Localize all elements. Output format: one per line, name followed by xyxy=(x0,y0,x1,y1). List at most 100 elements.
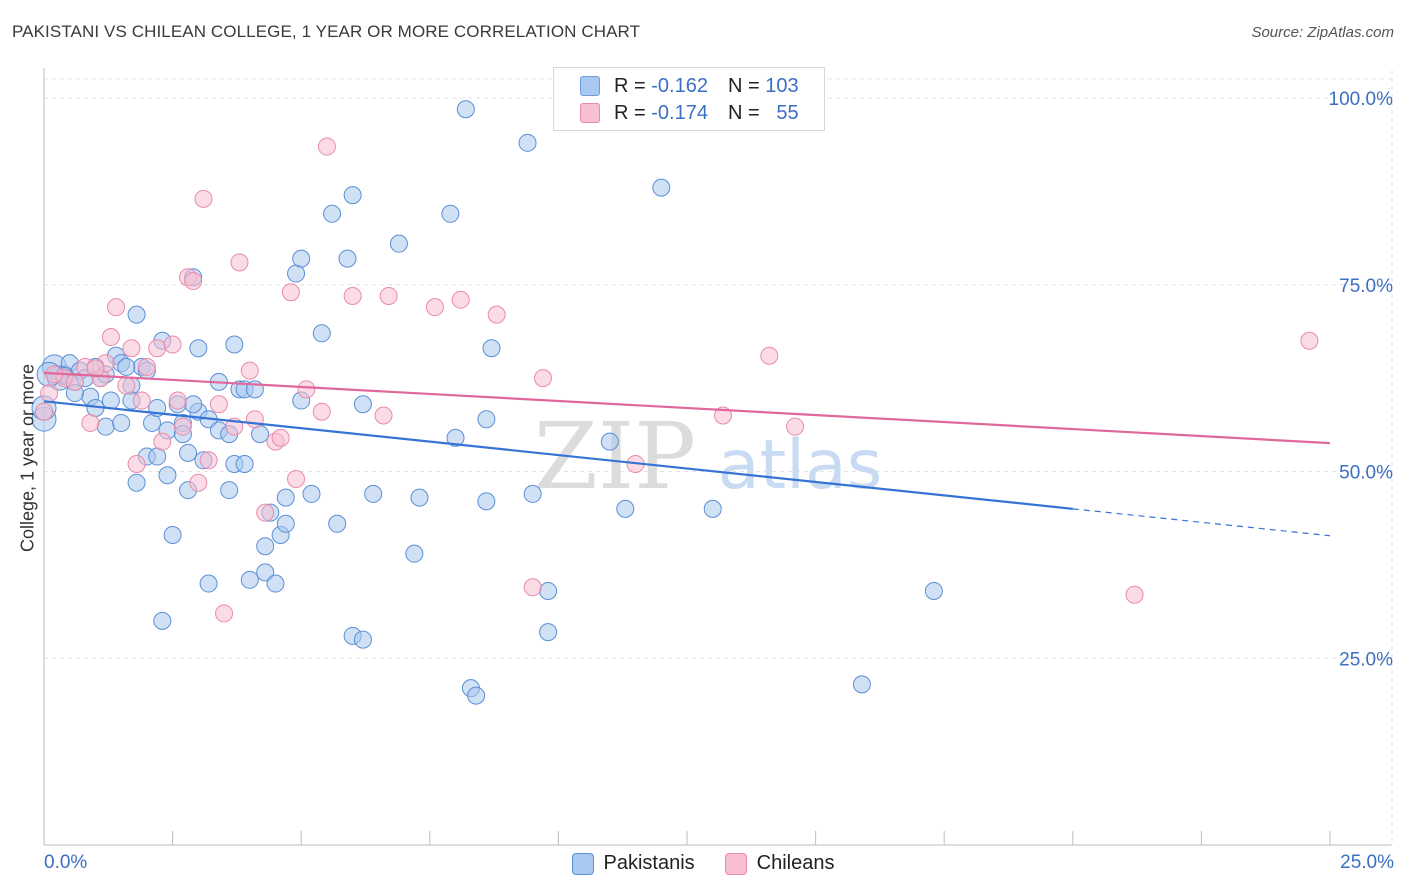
legend-r-label: R = xyxy=(614,101,646,124)
point-chileans xyxy=(297,380,316,399)
point-pakistanis xyxy=(652,178,671,197)
trend-line-pakistanis xyxy=(43,400,1073,510)
point-chileans xyxy=(189,473,208,492)
point-pakistanis xyxy=(112,413,131,432)
point-pakistanis xyxy=(477,410,496,429)
point-chileans xyxy=(1300,331,1319,350)
chart-title: PAKISTANI VS CHILEAN COLLEGE, 1 YEAR OR … xyxy=(12,22,641,41)
point-pakistanis xyxy=(441,204,460,223)
point-pakistanis xyxy=(389,234,408,253)
point-chileans xyxy=(533,369,552,388)
point-pakistanis xyxy=(616,499,635,518)
point-pakistanis xyxy=(256,563,275,582)
point-chileans xyxy=(487,305,506,324)
point-pakistanis xyxy=(184,395,203,414)
trend-lines xyxy=(43,371,1331,537)
point-chileans xyxy=(107,298,126,317)
point-chileans xyxy=(343,286,362,305)
point-chileans xyxy=(127,455,146,474)
legend-swatch-pakistanis xyxy=(580,76,600,96)
point-chileans xyxy=(523,578,542,597)
point-chileans xyxy=(81,413,100,432)
point-pakistanis xyxy=(158,466,177,485)
point-chileans xyxy=(379,286,398,305)
legend-item-chileans[interactable]: Chileans xyxy=(724,852,835,875)
point-pakistanis xyxy=(302,484,321,503)
point-chileans xyxy=(425,298,444,317)
point-pakistanis xyxy=(703,499,722,518)
point-pakistanis xyxy=(179,443,198,462)
point-chileans xyxy=(117,376,136,395)
point-chileans xyxy=(173,417,192,436)
point-pakistanis xyxy=(467,686,486,705)
point-pakistanis xyxy=(292,249,311,268)
point-chileans xyxy=(101,328,120,347)
y-axis-label: College, 1 year or more xyxy=(17,363,38,553)
point-pakistanis xyxy=(240,570,259,589)
stats-legend: R = -0.162 N = 103 R = -0.174 N = 55 xyxy=(553,67,825,131)
point-pakistanis xyxy=(353,630,372,649)
point-pakistanis xyxy=(266,574,285,593)
point-pakistanis xyxy=(405,544,424,563)
x-tick-label-min: 0.0% xyxy=(44,852,88,873)
point-pakistanis xyxy=(127,305,146,324)
point-chileans xyxy=(163,335,182,354)
point-pakistanis xyxy=(523,484,542,503)
point-chileans xyxy=(40,384,59,403)
point-chileans xyxy=(760,346,779,365)
point-pakistanis xyxy=(256,537,275,556)
y-tick-label: 75.0% xyxy=(1339,276,1393,297)
point-chileans xyxy=(168,391,187,410)
point-chileans xyxy=(256,503,275,522)
legend-row-pakistanis: R = -0.162 N = 103 xyxy=(580,74,799,98)
point-chileans xyxy=(1125,585,1144,604)
legend-row-chileans: R = -0.174 N = 55 xyxy=(580,101,799,125)
point-pakistanis xyxy=(148,447,167,466)
point-pakistanis xyxy=(456,100,475,119)
point-chileans xyxy=(86,359,105,378)
point-chileans xyxy=(199,451,218,470)
point-chileans xyxy=(317,137,336,156)
point-chileans xyxy=(451,290,470,309)
point-pakistanis xyxy=(852,675,871,694)
point-chileans xyxy=(374,406,393,425)
point-pakistanis xyxy=(446,428,465,447)
point-chileans xyxy=(287,469,306,488)
point-chileans xyxy=(312,402,331,421)
axes xyxy=(43,68,1392,846)
point-pakistanis xyxy=(101,391,120,410)
point-pakistanis xyxy=(276,514,295,533)
legend-item-pakistanis[interactable]: Pakistanis xyxy=(571,852,695,875)
legend-n-label: N = xyxy=(727,101,760,124)
source-label: Source: ZipAtlas.com xyxy=(1251,24,1394,41)
watermark-atlas: atlas xyxy=(718,426,882,505)
point-pakistanis xyxy=(117,357,136,376)
watermark-zip: ZIP xyxy=(534,403,696,510)
legend-r-value: -0.174 xyxy=(651,101,708,124)
legend-n-value: 103 xyxy=(765,74,799,97)
trend-line-extension xyxy=(1072,508,1331,537)
legend-swatch-chileans xyxy=(724,852,747,875)
point-chileans xyxy=(137,357,156,376)
legend-r-label: R = xyxy=(614,74,646,97)
point-chileans xyxy=(281,283,300,302)
legend-label-chileans: Chileans xyxy=(756,852,835,874)
legend-n-label: N = xyxy=(727,74,760,97)
point-pakistanis xyxy=(518,133,537,152)
point-pakistanis xyxy=(153,611,172,630)
point-pakistanis xyxy=(225,335,244,354)
point-pakistanis xyxy=(539,582,558,601)
point-pakistanis xyxy=(163,525,182,544)
watermark: ZIP atlas xyxy=(534,403,882,510)
point-chileans xyxy=(215,604,234,623)
y-tick-label: 100.0% xyxy=(1329,89,1394,110)
point-pakistanis xyxy=(338,249,357,268)
point-pakistanis xyxy=(323,204,342,223)
data-points xyxy=(31,100,1319,705)
legend-label-pakistanis: Pakistanis xyxy=(603,852,695,874)
point-pakistanis xyxy=(143,413,162,432)
point-pakistanis xyxy=(410,488,429,507)
point-pakistanis xyxy=(199,574,218,593)
legend-swatch-pakistanis xyxy=(571,852,594,875)
